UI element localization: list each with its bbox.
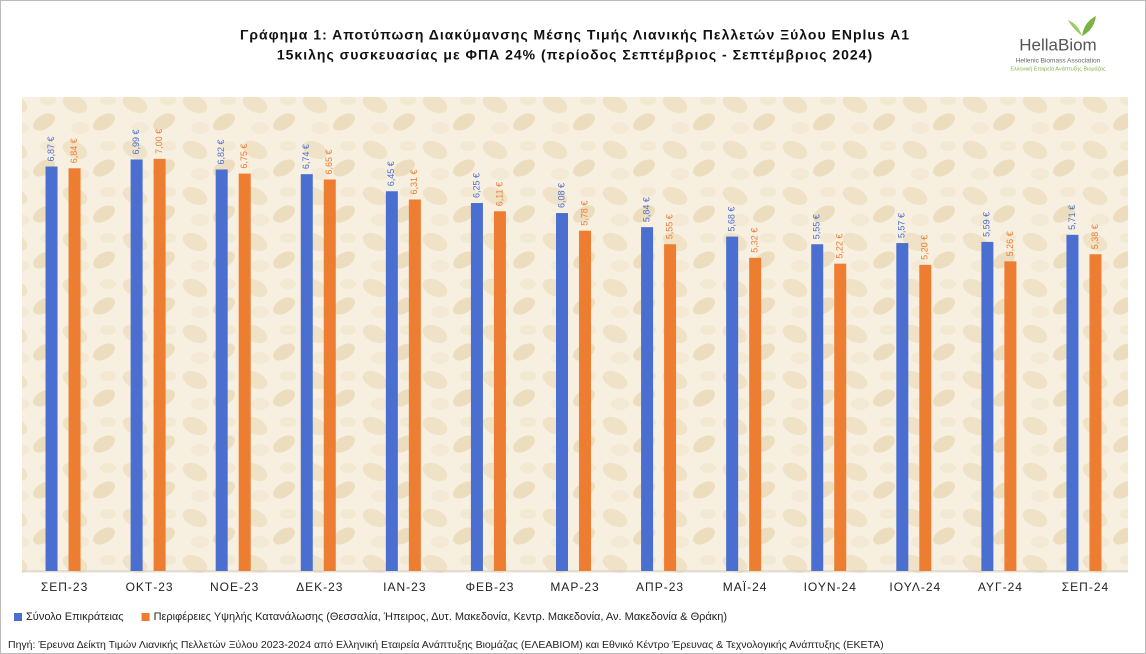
- bar: [1066, 234, 1079, 572]
- value-label: 5,26 €: [1005, 231, 1015, 256]
- value-label: 6,45 €: [386, 161, 396, 186]
- value-label: 6,74 €: [301, 144, 311, 169]
- bar: [811, 244, 824, 571]
- chart-subtitle: 15κιλης συσκευασίας με ΦΠΑ 24% (περίοδος…: [277, 47, 873, 63]
- value-label: 5,84 €: [641, 197, 651, 222]
- value-label: 6,75 €: [239, 144, 249, 169]
- value-label: 6,31 €: [409, 169, 419, 194]
- bar: [981, 241, 994, 572]
- x-tick-label: ΣΕΠ-23: [41, 580, 88, 594]
- x-tick-label: ΟΚΤ-23: [126, 580, 174, 594]
- value-label: 5,32 €: [750, 228, 760, 253]
- x-tick-label: ΙΑΝ-23: [383, 580, 426, 594]
- bar: [896, 243, 909, 571]
- logo-leaf: [1068, 20, 1082, 36]
- legend-swatch: [141, 613, 150, 621]
- bar: [664, 244, 677, 571]
- value-label: 5,20 €: [920, 235, 930, 260]
- bar: [493, 211, 506, 571]
- value-label: 5,22 €: [835, 234, 845, 259]
- value-label: 5,38 €: [1090, 224, 1100, 249]
- bar: [641, 227, 654, 572]
- value-label: 5,55 €: [664, 214, 674, 239]
- bar: [470, 203, 483, 571]
- value-label: 5,71 €: [1067, 205, 1077, 230]
- x-tick-label: ΔΕΚ-23: [296, 580, 343, 594]
- bar: [153, 158, 166, 571]
- x-tick-label: ΑΠΡ-23: [636, 580, 684, 594]
- value-label: 6,82 €: [216, 139, 226, 164]
- bar: [68, 168, 81, 572]
- value-label: 6,25 €: [471, 173, 481, 198]
- bar: [919, 264, 932, 571]
- logo-name: HellaBiom: [1019, 35, 1096, 54]
- value-label: 6,84 €: [69, 138, 79, 163]
- value-label: 5,68 €: [727, 207, 737, 232]
- bar: [130, 159, 143, 571]
- legend-swatch: [14, 613, 22, 621]
- bar: [408, 199, 421, 571]
- value-label: 6,99 €: [131, 129, 141, 154]
- bar: [385, 191, 398, 571]
- bar: [726, 236, 739, 571]
- value-label: 5,55 €: [812, 214, 822, 239]
- bar: [238, 173, 251, 571]
- value-label: 5,78 €: [579, 201, 589, 226]
- logo-tagline-greek: Ελληνική Εταιρεία Ανάπτυξης Βιομάζας: [1010, 65, 1106, 72]
- legend-label: Σύνολο Επικράτειας: [26, 611, 124, 623]
- bar: [834, 263, 847, 571]
- bar: [579, 230, 591, 571]
- value-label: 6,87 €: [46, 136, 56, 161]
- value-label: 5,57 €: [897, 213, 907, 238]
- bar: [300, 174, 313, 571]
- bar: [1089, 254, 1102, 571]
- x-tick-label: ΣΕΠ-24: [1062, 580, 1109, 594]
- value-label: 7,00 €: [154, 129, 164, 154]
- chart-title: Γράφημα 1: Αποτύπωση Διακύμανσης Μέσης Τ…: [240, 27, 910, 43]
- bar: [556, 213, 568, 572]
- x-tick-label: ΙΟΥΝ-24: [804, 580, 857, 594]
- bar: [749, 257, 762, 571]
- x-tick-label: ΑΥΓ-24: [978, 580, 1023, 594]
- legend-label: Περιφέρειες Υψηλής Κατανάλωσης (Θεσσαλία…: [154, 611, 727, 623]
- bar: [1004, 261, 1017, 571]
- value-label: 6,65 €: [324, 149, 334, 174]
- x-tick-label: ΝΟΕ-23: [210, 580, 259, 594]
- x-tick-label: ΜΑΡ-23: [550, 580, 599, 594]
- logo-tagline: Hellenic Biomass Association: [1016, 58, 1101, 65]
- logo-leaf: [1082, 16, 1096, 36]
- bar: [45, 166, 58, 571]
- value-label: 5,59 €: [982, 212, 992, 237]
- x-tick-label: ΙΟΥΛ-24: [889, 580, 941, 594]
- x-tick-label: ΦΕΒ-23: [465, 580, 514, 594]
- x-tick-label: ΜΑΪ-24: [723, 580, 768, 594]
- value-label: 6,11 €: [494, 182, 504, 206]
- source-note: Πηγή: Έρευνα Δείκτη Τιμών Λιανικής Πελλε…: [8, 639, 884, 651]
- plot-background: [22, 97, 1128, 573]
- bar: [215, 169, 228, 571]
- logo: HellaBiom Hellenic Biomass Association Ε…: [1010, 16, 1106, 72]
- value-label: 6,08 €: [556, 183, 566, 208]
- bar: [323, 179, 336, 571]
